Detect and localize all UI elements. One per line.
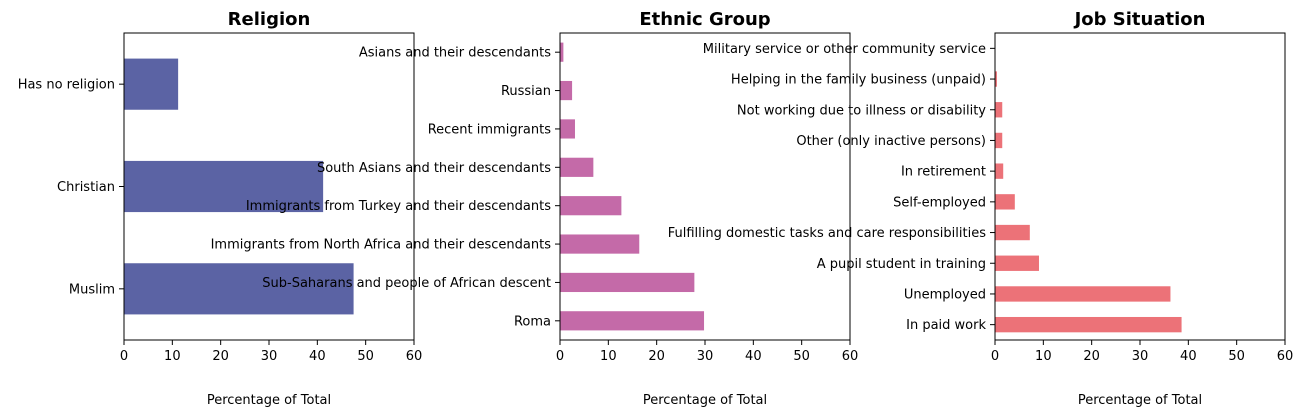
y-tick-label: Not working due to illness or disability	[737, 103, 986, 118]
x-tick-label: 60	[406, 349, 423, 364]
x-tick-label: 40	[745, 349, 762, 364]
x-axis-label: Percentage of Total	[207, 393, 331, 408]
bar	[560, 119, 575, 139]
x-tick-label: 10	[1035, 349, 1052, 364]
y-tick-label: Has no religion	[18, 78, 115, 93]
bar	[995, 224, 1030, 241]
chart-panel-3: Job Situation In paid work Unemployed A pup…	[668, 9, 1294, 408]
bar	[560, 311, 705, 331]
bar	[560, 42, 564, 62]
chart-panel-1: Religion Muslim Christian Has no religion 0 1…	[18, 9, 423, 408]
x-tick-label: 20	[648, 349, 665, 364]
y-tick-label: Recent immigrants	[428, 122, 552, 137]
y-tick-label: Immigrants from North Africa and their d…	[211, 238, 552, 253]
y-tick-label: South Asians and their descendants	[317, 161, 551, 176]
bar	[560, 80, 573, 101]
x-tick-label: 60	[1277, 349, 1294, 364]
x-tick-label: 60	[842, 349, 859, 364]
bar	[995, 163, 1004, 179]
bar	[995, 255, 1039, 271]
y-tick-label: Muslim	[69, 282, 115, 297]
chart-title: Religion	[228, 9, 311, 30]
bar	[560, 157, 594, 177]
bar	[560, 234, 640, 254]
x-axis-label: Percentage of Total	[643, 393, 767, 408]
y-tick-label: A pupil student in training	[817, 257, 986, 272]
bar	[995, 286, 1171, 302]
x-tick-label: 50	[793, 349, 810, 364]
y-tick-label: Sub-Saharans and people of African desce…	[262, 276, 551, 291]
x-tick-label: 30	[697, 349, 714, 364]
x-tick-label: 10	[164, 349, 181, 364]
y-tick-label: Roma	[514, 314, 551, 329]
chart-panel-2: Ethnic Group Roma Sub-Saharans and people …	[211, 9, 859, 408]
bar	[995, 71, 997, 87]
x-tick-label: 10	[600, 349, 617, 364]
bar	[124, 263, 354, 315]
x-tick-label: 40	[309, 349, 326, 364]
y-tick-label: Helping in the family business (unpaid)	[731, 73, 986, 88]
x-tick-label: 40	[1180, 349, 1197, 364]
y-tick-label: Christian	[57, 180, 115, 195]
y-tick-label: Russian	[501, 84, 551, 99]
y-tick-label: Self-employed	[893, 195, 986, 210]
y-tick-label: Military service or other community serv…	[703, 42, 986, 57]
bar	[995, 132, 1003, 149]
bar	[995, 316, 1182, 333]
x-tick-label: 0	[991, 349, 999, 364]
x-tick-label: 0	[556, 349, 564, 364]
x-tick-label: 20	[1083, 349, 1100, 364]
x-tick-label: 20	[212, 349, 229, 364]
x-tick-label: 30	[1132, 349, 1149, 364]
chart-title: Job Situation	[1073, 9, 1206, 30]
y-tick-label: In paid work	[906, 318, 986, 333]
bar	[124, 160, 324, 213]
y-tick-label: Fulfilling domestic tasks and care respo…	[668, 226, 987, 241]
y-tick-label: In retirement	[901, 165, 986, 180]
y-tick-label: Unemployed	[904, 287, 986, 302]
x-tick-label: 50	[357, 349, 374, 364]
bar	[560, 196, 622, 216]
chart-title: Ethnic Group	[639, 9, 770, 30]
bar	[124, 58, 179, 110]
bar	[995, 194, 1015, 210]
bar	[995, 102, 1003, 118]
x-axis-label: Percentage of Total	[1078, 393, 1202, 408]
y-tick-label: Immigrants from Turkey and their descend…	[246, 199, 551, 214]
bar	[560, 272, 695, 293]
y-tick-label: Asians and their descendants	[359, 46, 551, 61]
x-tick-label: 0	[120, 349, 128, 364]
x-tick-label: 50	[1228, 349, 1245, 364]
y-tick-label: Other (only inactive persons)	[796, 134, 986, 149]
x-tick-label: 30	[261, 349, 278, 364]
